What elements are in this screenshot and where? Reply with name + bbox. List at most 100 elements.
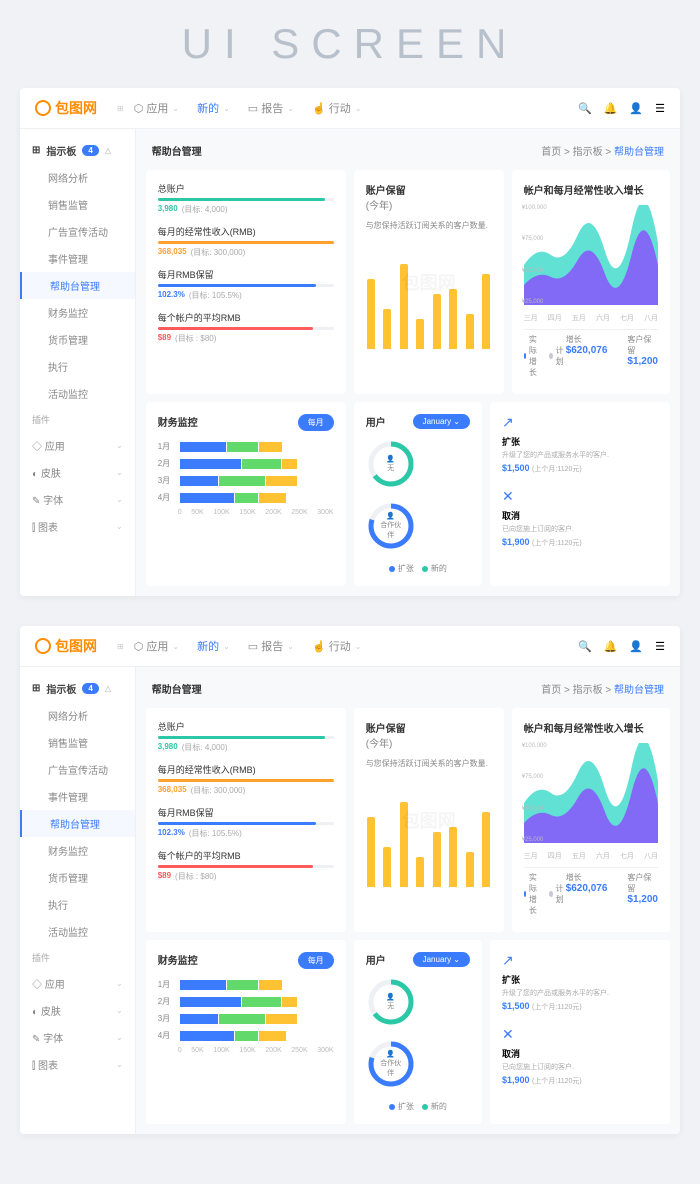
growth-card: 帐户和每月经常性收入增长 ¥100,000¥75,000¥50,000¥25,0… (512, 170, 670, 394)
bar (449, 827, 457, 887)
sidebar-sub[interactable]: ◐ 皮肤⌄ (20, 459, 135, 486)
notif-icon[interactable]: 🔔 (604, 640, 618, 653)
topnav-item[interactable]: ☝ 行动 ⌄ (312, 100, 361, 116)
donut: 👤合作伙伴 (366, 1039, 470, 1089)
sidebar-item[interactable]: 销售监管 (20, 191, 135, 218)
users-card: 用户 January ⌄ 👤无 👤合作伙伴 扩张新的 (354, 402, 482, 586)
sidebar-item[interactable]: 活动监控 (20, 918, 135, 945)
sidebar-item[interactable]: 财务监控 (20, 299, 135, 326)
sidebar-item[interactable]: 广告宣传活动 (20, 756, 135, 783)
menu-icon[interactable]: ☰ (655, 640, 665, 653)
menu-icon[interactable]: ☰ (655, 102, 665, 115)
sidebar-sub[interactable]: ✎ 字体⌄ (20, 1024, 135, 1051)
info-card: ↗ 扩张 升级了您的产品或服务水平的客户. $1,500 (上个月:1120元)… (490, 940, 670, 1124)
notif-icon[interactable]: 🔔 (604, 102, 618, 115)
sidebar-sub[interactable]: ⫿ 图表⌄ (20, 1051, 135, 1078)
sidebar-group: 插件 (20, 945, 135, 970)
metric: 总账户 3,980(目标: 4,000) (158, 182, 334, 215)
metric: 每月的经常性收入(RMB) 368,035(目标: 300,000) (158, 763, 334, 796)
sidebar-sub[interactable]: ⫿ 图表⌄ (20, 513, 135, 540)
month-button[interactable]: January ⌄ (413, 414, 470, 429)
search-icon[interactable]: 🔍 (578, 640, 592, 653)
topbar-right: 🔍 🔔 👤 ☰ (578, 102, 665, 115)
metric: 每月RMB保留 102.3%(目标: 105.5%) (158, 806, 334, 839)
topnav: ⬡ 应用 ⌄ 新的 ⌄ ▭ 报告 ⌄ ☝ 行动 ⌄ (134, 100, 578, 116)
sidebar-item[interactable]: 帮助台管理 (20, 272, 135, 299)
sidebar-group: 插件 (20, 407, 135, 432)
sidebar-sub[interactable]: ◐ 皮肤⌄ (20, 997, 135, 1024)
bar (400, 264, 408, 349)
sidebar-item[interactable]: 网络分析 (20, 702, 135, 729)
sidebar-item[interactable]: 执行 (20, 353, 135, 380)
sidebar-item[interactable]: 销售监管 (20, 729, 135, 756)
topnav-item[interactable]: ▭ 报告 ⌄ (248, 100, 294, 116)
sidebar-item[interactable]: 执行 (20, 891, 135, 918)
topbar: 包图网 ⊞ ⬡ 应用 ⌄ 新的 ⌄▭ 报告 ⌄☝ 行动 ⌄ 🔍 🔔 👤 ☰ (20, 88, 680, 129)
hbar-row: 1月 (158, 441, 334, 452)
sidebar: ⊞指示板 4 △ 网络分析销售监管广告宣传活动事件管理帮助台管理财务监控货币管理… (20, 129, 136, 596)
topnav-item[interactable]: 新的 ⌄ (197, 100, 230, 116)
hbar-row: 3月 (158, 1013, 334, 1024)
avatar-icon[interactable]: 👤 (629, 102, 643, 115)
topbar: 包图网 ⊞ ⬡ 应用 ⌄ 新的 ⌄▭ 报告 ⌄☝ 行动 ⌄ 🔍 🔔 👤 ☰ (20, 626, 680, 667)
info-card: ↗ 扩张 升级了您的产品或服务水平的客户. $1,500 (上个月:1120元)… (490, 402, 670, 586)
metrics-card: 总账户 3,980(目标: 4,000) 每月的经常性收入(RMB) 368,0… (146, 170, 346, 394)
topnav-item[interactable]: ⬡ 应用 ⌄ (134, 100, 179, 116)
sidebar-sub[interactable]: ✎ 字体⌄ (20, 486, 135, 513)
hbar-row: 3月 (158, 475, 334, 486)
breadcrumb: 帮助台管理 首页 > 指示板 > 帮助台管理 (146, 139, 670, 162)
sidebar-item[interactable]: 帮助台管理 (20, 810, 135, 837)
hbar-row: 2月 (158, 996, 334, 1007)
sidebar-item[interactable]: 网络分析 (20, 164, 135, 191)
sidebar-sub[interactable]: ◇ 应用⌄ (20, 432, 135, 459)
sidebar-header[interactable]: ⊞指示板 4 △ (20, 137, 135, 164)
period-button[interactable]: 每月 (298, 414, 334, 431)
sidebar-item[interactable]: 事件管理 (20, 245, 135, 272)
finance-card: 财务监控 每月 1月 2月 3月 4月 050K100K150K200K250K… (146, 402, 346, 586)
month-button[interactable]: January ⌄ (413, 952, 470, 967)
metric: 每月的经常性收入(RMB) 368,035(目标: 300,000) (158, 225, 334, 258)
bar (383, 847, 391, 887)
info-block: ↗ 扩张 升级了您的产品或服务水平的客户. $1,500 (上个月:1120元) (502, 952, 658, 1012)
hbar-row: 4月 (158, 1030, 334, 1041)
sidebar-item[interactable]: 货币管理 (20, 326, 135, 353)
bar (466, 314, 474, 349)
sidebar-item[interactable]: 事件管理 (20, 783, 135, 810)
retention-card: 账户保留(今年) 与您保持活跃订阅关系的客户数量. 包图网 (354, 708, 504, 932)
topnav-item[interactable]: ⬡ 应用 ⌄ (134, 638, 179, 654)
bar (433, 832, 441, 887)
badge: 4 (82, 145, 98, 156)
donut: 👤无 (366, 439, 470, 489)
users-card: 用户 January ⌄ 👤无 👤合作伙伴 扩张新的 (354, 940, 482, 1124)
avatar-icon[interactable]: 👤 (629, 640, 643, 653)
breadcrumb: 帮助台管理 首页 > 指示板 > 帮助台管理 (146, 677, 670, 700)
bar (482, 274, 490, 349)
sidebar-item[interactable]: 活动监控 (20, 380, 135, 407)
sidebar-item[interactable]: 财务监控 (20, 837, 135, 864)
metric: 每个帐户的平均RMB $89(目标 : $80) (158, 311, 334, 344)
sidebar-header[interactable]: ⊞指示板 4 △ (20, 675, 135, 702)
topbar-right: 🔍 🔔 👤 ☰ (578, 640, 665, 653)
bar (383, 309, 391, 349)
info-block: ↗ 扩张 升级了您的产品或服务水平的客户. $1,500 (上个月:1120元) (502, 414, 658, 474)
logo[interactable]: 包图网 (35, 98, 97, 118)
metric: 总账户 3,980(目标: 4,000) (158, 720, 334, 753)
sidebar-item[interactable]: 广告宣传活动 (20, 218, 135, 245)
hbar-row: 2月 (158, 458, 334, 469)
hbar-row: 1月 (158, 979, 334, 990)
banner-title: UI SCREEN (20, 20, 680, 68)
dashboard: 包图网 ⊞ ⬡ 应用 ⌄ 新的 ⌄▭ 报告 ⌄☝ 行动 ⌄ 🔍 🔔 👤 ☰ ⊞指… (20, 626, 680, 1134)
bar (482, 812, 490, 887)
logo[interactable]: 包图网 (35, 636, 97, 656)
topnav-item[interactable]: ▭ 报告 ⌄ (248, 638, 294, 654)
growth-card: 帐户和每月经常性收入增长 ¥100,000¥75,000¥50,000¥25,0… (512, 708, 670, 932)
main: 帮助台管理 首页 > 指示板 > 帮助台管理 总账户 3,980(目标: 4,0… (136, 129, 680, 596)
period-button[interactable]: 每月 (298, 952, 334, 969)
sidebar-item[interactable]: 货币管理 (20, 864, 135, 891)
topnav: ⬡ 应用 ⌄ 新的 ⌄ ▭ 报告 ⌄ ☝ 行动 ⌄ (134, 638, 578, 654)
topnav-item[interactable]: 新的 ⌄ (197, 638, 230, 654)
sidebar-sub[interactable]: ◇ 应用⌄ (20, 970, 135, 997)
search-icon[interactable]: 🔍 (578, 102, 592, 115)
topnav-item[interactable]: ☝ 行动 ⌄ (312, 638, 361, 654)
donut: 👤无 (366, 977, 470, 1027)
